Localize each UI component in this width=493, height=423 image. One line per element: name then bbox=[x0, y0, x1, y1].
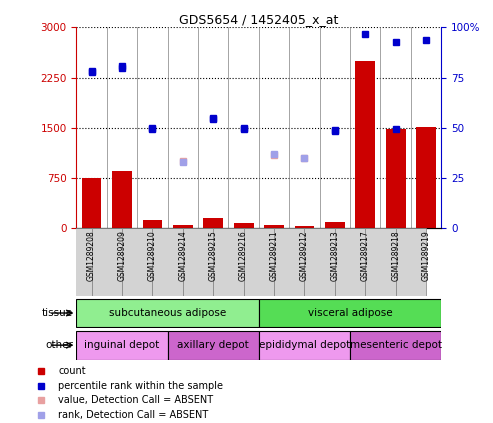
Bar bbox=[203, 218, 223, 228]
Bar bbox=[355, 61, 375, 228]
FancyBboxPatch shape bbox=[183, 228, 213, 296]
Text: mesenteric depot: mesenteric depot bbox=[350, 340, 442, 350]
Text: GSM1289213: GSM1289213 bbox=[330, 231, 339, 281]
FancyBboxPatch shape bbox=[350, 330, 441, 360]
Text: count: count bbox=[58, 366, 86, 376]
Text: value, Detection Call = ABSENT: value, Detection Call = ABSENT bbox=[58, 396, 213, 406]
Bar bbox=[82, 178, 102, 228]
Text: inguinal depot: inguinal depot bbox=[84, 340, 160, 350]
Text: GSM1289210: GSM1289210 bbox=[148, 231, 157, 281]
Text: GSM1289212: GSM1289212 bbox=[300, 231, 309, 281]
FancyBboxPatch shape bbox=[335, 228, 365, 296]
FancyBboxPatch shape bbox=[274, 228, 305, 296]
Text: GSM1289214: GSM1289214 bbox=[178, 231, 187, 281]
Text: percentile rank within the sample: percentile rank within the sample bbox=[58, 381, 223, 391]
FancyBboxPatch shape bbox=[305, 228, 335, 296]
Bar bbox=[112, 171, 132, 228]
Title: GDS5654 / 1452405_x_at: GDS5654 / 1452405_x_at bbox=[179, 14, 339, 26]
Text: GSM1289211: GSM1289211 bbox=[270, 231, 279, 281]
Bar bbox=[325, 222, 345, 228]
Text: GSM1289208: GSM1289208 bbox=[87, 231, 96, 281]
FancyBboxPatch shape bbox=[61, 228, 92, 296]
Text: rank, Detection Call = ABSENT: rank, Detection Call = ABSENT bbox=[58, 410, 209, 420]
FancyBboxPatch shape bbox=[92, 228, 122, 296]
FancyBboxPatch shape bbox=[395, 228, 426, 296]
Text: GSM1289219: GSM1289219 bbox=[422, 231, 430, 281]
Bar bbox=[142, 220, 162, 228]
FancyBboxPatch shape bbox=[259, 330, 350, 360]
Text: tissue: tissue bbox=[41, 308, 73, 318]
Text: GSM1289216: GSM1289216 bbox=[239, 231, 248, 281]
Text: subcutaneous adipose: subcutaneous adipose bbox=[109, 308, 226, 318]
Bar bbox=[416, 126, 436, 228]
Bar bbox=[294, 226, 315, 228]
Text: GSM1289215: GSM1289215 bbox=[209, 231, 218, 281]
Text: GSM1289218: GSM1289218 bbox=[391, 231, 400, 281]
Text: epididymal depot: epididymal depot bbox=[259, 340, 350, 350]
FancyBboxPatch shape bbox=[168, 330, 259, 360]
FancyBboxPatch shape bbox=[365, 228, 395, 296]
FancyBboxPatch shape bbox=[152, 228, 183, 296]
Text: GSM1289209: GSM1289209 bbox=[117, 231, 127, 281]
Bar bbox=[234, 223, 253, 228]
Text: axillary depot: axillary depot bbox=[177, 340, 249, 350]
FancyBboxPatch shape bbox=[244, 228, 274, 296]
Text: visceral adipose: visceral adipose bbox=[308, 308, 392, 318]
FancyBboxPatch shape bbox=[76, 330, 168, 360]
Text: other: other bbox=[45, 340, 73, 350]
FancyBboxPatch shape bbox=[213, 228, 244, 296]
Text: GSM1289217: GSM1289217 bbox=[361, 231, 370, 281]
Bar bbox=[173, 225, 193, 228]
FancyBboxPatch shape bbox=[259, 299, 441, 327]
FancyBboxPatch shape bbox=[76, 299, 259, 327]
Bar bbox=[386, 129, 406, 228]
Bar bbox=[264, 225, 284, 228]
FancyBboxPatch shape bbox=[122, 228, 152, 296]
